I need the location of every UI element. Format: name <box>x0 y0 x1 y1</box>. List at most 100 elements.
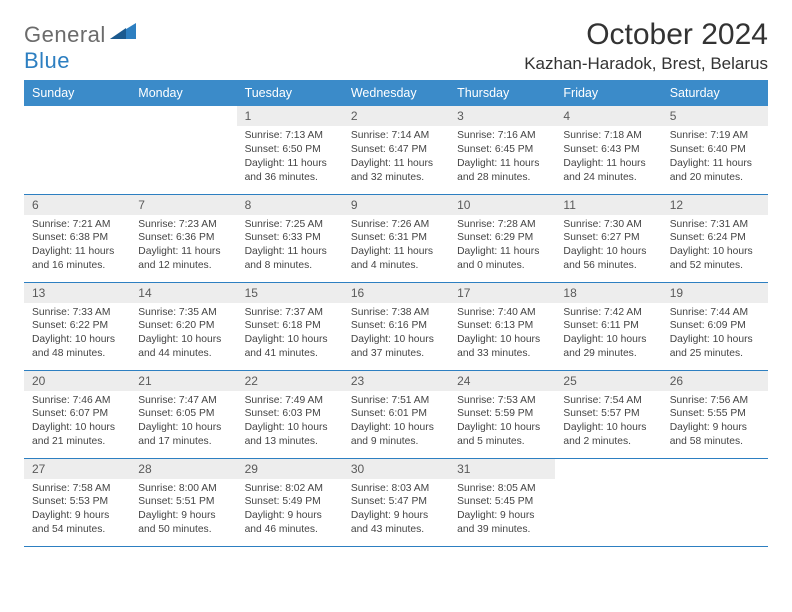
calendar-day-cell: 10Sunrise: 7:28 AMSunset: 6:29 PMDayligh… <box>449 194 555 282</box>
calendar-day-cell: 19Sunrise: 7:44 AMSunset: 6:09 PMDayligh… <box>662 282 768 370</box>
calendar-day-cell <box>24 106 130 194</box>
calendar-day-cell: 18Sunrise: 7:42 AMSunset: 6:11 PMDayligh… <box>555 282 661 370</box>
day-number: 4 <box>555 106 661 126</box>
day-number: 6 <box>24 195 130 215</box>
day-number: 18 <box>555 283 661 303</box>
day-number: 9 <box>343 195 449 215</box>
day-number: 31 <box>449 459 555 479</box>
day-number: 27 <box>24 459 130 479</box>
weekday-header: Friday <box>555 80 661 106</box>
day-details: Sunrise: 7:30 AMSunset: 6:27 PMDaylight:… <box>555 215 661 278</box>
calendar-day-cell: 14Sunrise: 7:35 AMSunset: 6:20 PMDayligh… <box>130 282 236 370</box>
weekday-header: Thursday <box>449 80 555 106</box>
calendar-day-cell: 2Sunrise: 7:14 AMSunset: 6:47 PMDaylight… <box>343 106 449 194</box>
calendar-day-cell: 12Sunrise: 7:31 AMSunset: 6:24 PMDayligh… <box>662 194 768 282</box>
calendar-day-cell: 29Sunrise: 8:02 AMSunset: 5:49 PMDayligh… <box>237 458 343 546</box>
day-number: 20 <box>24 371 130 391</box>
day-details: Sunrise: 7:37 AMSunset: 6:18 PMDaylight:… <box>237 303 343 366</box>
calendar-header-row: SundayMondayTuesdayWednesdayThursdayFrid… <box>24 80 768 106</box>
day-number: 12 <box>662 195 768 215</box>
day-number: 29 <box>237 459 343 479</box>
weekday-header: Wednesday <box>343 80 449 106</box>
weekday-header: Saturday <box>662 80 768 106</box>
day-number: 21 <box>130 371 236 391</box>
day-details: Sunrise: 7:31 AMSunset: 6:24 PMDaylight:… <box>662 215 768 278</box>
day-number: 14 <box>130 283 236 303</box>
day-details: Sunrise: 7:51 AMSunset: 6:01 PMDaylight:… <box>343 391 449 454</box>
day-number: 23 <box>343 371 449 391</box>
day-number: 2 <box>343 106 449 126</box>
day-details: Sunrise: 8:02 AMSunset: 5:49 PMDaylight:… <box>237 479 343 542</box>
calendar-day-cell: 25Sunrise: 7:54 AMSunset: 5:57 PMDayligh… <box>555 370 661 458</box>
calendar-day-cell: 7Sunrise: 7:23 AMSunset: 6:36 PMDaylight… <box>130 194 236 282</box>
brand-logo: General <box>24 18 138 48</box>
day-number: 30 <box>343 459 449 479</box>
month-title: October 2024 <box>524 18 768 52</box>
day-details: Sunrise: 7:35 AMSunset: 6:20 PMDaylight:… <box>130 303 236 366</box>
calendar-day-cell: 20Sunrise: 7:46 AMSunset: 6:07 PMDayligh… <box>24 370 130 458</box>
calendar-week-row: 27Sunrise: 7:58 AMSunset: 5:53 PMDayligh… <box>24 458 768 546</box>
day-number: 10 <box>449 195 555 215</box>
day-number: 16 <box>343 283 449 303</box>
calendar-day-cell: 28Sunrise: 8:00 AMSunset: 5:51 PMDayligh… <box>130 458 236 546</box>
calendar-week-row: 20Sunrise: 7:46 AMSunset: 6:07 PMDayligh… <box>24 370 768 458</box>
weekday-header: Monday <box>130 80 236 106</box>
calendar-day-cell: 9Sunrise: 7:26 AMSunset: 6:31 PMDaylight… <box>343 194 449 282</box>
day-number: 11 <box>555 195 661 215</box>
day-details: Sunrise: 7:14 AMSunset: 6:47 PMDaylight:… <box>343 126 449 189</box>
day-details: Sunrise: 7:26 AMSunset: 6:31 PMDaylight:… <box>343 215 449 278</box>
day-number: 26 <box>662 371 768 391</box>
calendar-day-cell: 16Sunrise: 7:38 AMSunset: 6:16 PMDayligh… <box>343 282 449 370</box>
day-details: Sunrise: 7:13 AMSunset: 6:50 PMDaylight:… <box>237 126 343 189</box>
calendar-body: 1Sunrise: 7:13 AMSunset: 6:50 PMDaylight… <box>24 106 768 546</box>
calendar-week-row: 13Sunrise: 7:33 AMSunset: 6:22 PMDayligh… <box>24 282 768 370</box>
day-details: Sunrise: 7:40 AMSunset: 6:13 PMDaylight:… <box>449 303 555 366</box>
title-block: October 2024 Kazhan-Haradok, Brest, Bela… <box>524 18 768 74</box>
calendar-week-row: 6Sunrise: 7:21 AMSunset: 6:38 PMDaylight… <box>24 194 768 282</box>
calendar-week-row: 1Sunrise: 7:13 AMSunset: 6:50 PMDaylight… <box>24 106 768 194</box>
day-details: Sunrise: 7:44 AMSunset: 6:09 PMDaylight:… <box>662 303 768 366</box>
day-number: 24 <box>449 371 555 391</box>
calendar-day-cell: 4Sunrise: 7:18 AMSunset: 6:43 PMDaylight… <box>555 106 661 194</box>
calendar-day-cell: 17Sunrise: 7:40 AMSunset: 6:13 PMDayligh… <box>449 282 555 370</box>
day-details: Sunrise: 7:16 AMSunset: 6:45 PMDaylight:… <box>449 126 555 189</box>
brand-name-a: General <box>24 22 106 48</box>
day-number: 28 <box>130 459 236 479</box>
calendar-day-cell: 1Sunrise: 7:13 AMSunset: 6:50 PMDaylight… <box>237 106 343 194</box>
calendar-day-cell: 23Sunrise: 7:51 AMSunset: 6:01 PMDayligh… <box>343 370 449 458</box>
day-number: 7 <box>130 195 236 215</box>
calendar-day-cell: 13Sunrise: 7:33 AMSunset: 6:22 PMDayligh… <box>24 282 130 370</box>
day-details: Sunrise: 7:28 AMSunset: 6:29 PMDaylight:… <box>449 215 555 278</box>
day-number: 8 <box>237 195 343 215</box>
day-details: Sunrise: 8:05 AMSunset: 5:45 PMDaylight:… <box>449 479 555 542</box>
day-number: 13 <box>24 283 130 303</box>
day-details: Sunrise: 7:38 AMSunset: 6:16 PMDaylight:… <box>343 303 449 366</box>
weekday-header: Sunday <box>24 80 130 106</box>
calendar-day-cell <box>662 458 768 546</box>
day-details: Sunrise: 7:56 AMSunset: 5:55 PMDaylight:… <box>662 391 768 454</box>
day-details: Sunrise: 7:58 AMSunset: 5:53 PMDaylight:… <box>24 479 130 542</box>
day-number: 3 <box>449 106 555 126</box>
day-details: Sunrise: 7:53 AMSunset: 5:59 PMDaylight:… <box>449 391 555 454</box>
calendar-day-cell: 30Sunrise: 8:03 AMSunset: 5:47 PMDayligh… <box>343 458 449 546</box>
day-details: Sunrise: 7:47 AMSunset: 6:05 PMDaylight:… <box>130 391 236 454</box>
calendar-day-cell: 6Sunrise: 7:21 AMSunset: 6:38 PMDaylight… <box>24 194 130 282</box>
day-number: 15 <box>237 283 343 303</box>
day-details: Sunrise: 7:49 AMSunset: 6:03 PMDaylight:… <box>237 391 343 454</box>
weekday-header: Tuesday <box>237 80 343 106</box>
day-number: 19 <box>662 283 768 303</box>
day-details: Sunrise: 7:54 AMSunset: 5:57 PMDaylight:… <box>555 391 661 454</box>
calendar-day-cell <box>130 106 236 194</box>
day-details: Sunrise: 8:03 AMSunset: 5:47 PMDaylight:… <box>343 479 449 542</box>
calendar-day-cell: 5Sunrise: 7:19 AMSunset: 6:40 PMDaylight… <box>662 106 768 194</box>
calendar-day-cell: 11Sunrise: 7:30 AMSunset: 6:27 PMDayligh… <box>555 194 661 282</box>
day-number: 17 <box>449 283 555 303</box>
calendar-day-cell: 26Sunrise: 7:56 AMSunset: 5:55 PMDayligh… <box>662 370 768 458</box>
calendar-day-cell: 8Sunrise: 7:25 AMSunset: 6:33 PMDaylight… <box>237 194 343 282</box>
day-details: Sunrise: 7:33 AMSunset: 6:22 PMDaylight:… <box>24 303 130 366</box>
brand-name-b-wrap: Blue <box>24 48 70 74</box>
day-details: Sunrise: 8:00 AMSunset: 5:51 PMDaylight:… <box>130 479 236 542</box>
day-details: Sunrise: 7:18 AMSunset: 6:43 PMDaylight:… <box>555 126 661 189</box>
calendar-day-cell: 3Sunrise: 7:16 AMSunset: 6:45 PMDaylight… <box>449 106 555 194</box>
calendar-day-cell: 21Sunrise: 7:47 AMSunset: 6:05 PMDayligh… <box>130 370 236 458</box>
